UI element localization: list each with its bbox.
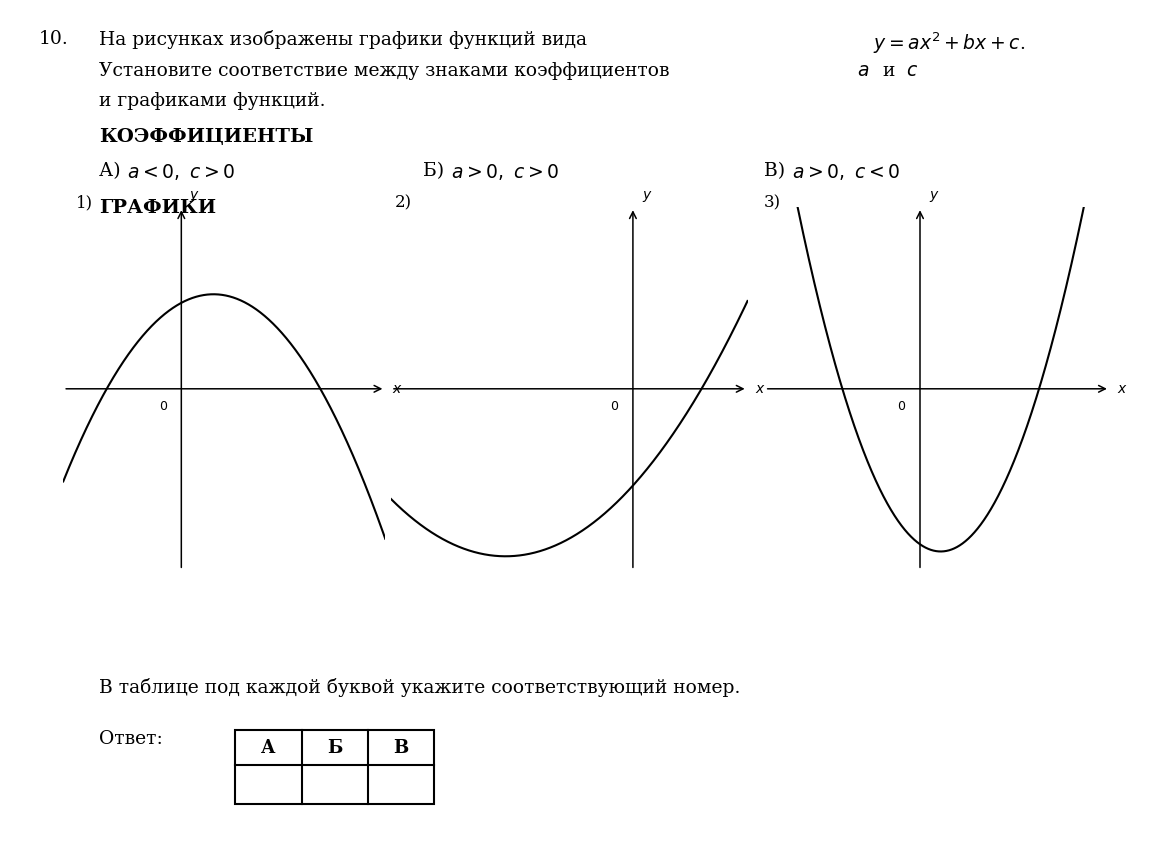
Text: А): А): [99, 162, 126, 181]
Text: $y=ax^2+bx+c$.: $y=ax^2+bx+c$.: [873, 30, 1025, 56]
Text: $a<0,\ c>0$: $a<0,\ c>0$: [128, 162, 236, 182]
Text: В): В): [764, 162, 791, 181]
Text: В: В: [393, 739, 408, 757]
Text: $0$: $0$: [610, 400, 619, 413]
Text: А: А: [261, 739, 276, 757]
Text: и графиками функций.: и графиками функций.: [99, 92, 325, 111]
Text: КОЭФФИЦИЕНТЫ: КОЭФФИЦИЕНТЫ: [99, 128, 314, 146]
Text: 2): 2): [394, 194, 412, 212]
Text: $a>0,\ c>0$: $a>0,\ c>0$: [451, 162, 559, 182]
Text: $y$: $y$: [190, 188, 200, 204]
Text: $c$: $c$: [906, 62, 918, 80]
Text: 3): 3): [764, 194, 781, 212]
Text: В таблице под каждой буквой укажите соответствующий номер.: В таблице под каждой буквой укажите соот…: [99, 678, 741, 697]
Text: $0$: $0$: [160, 400, 168, 413]
Text: Установите соответствие между знаками коэффициентов: Установите соответствие между знаками ко…: [99, 62, 675, 80]
Text: 10.: 10.: [39, 30, 69, 48]
Text: Б: Б: [327, 739, 343, 757]
Text: и: и: [877, 62, 902, 80]
Text: $a$: $a$: [857, 62, 869, 80]
Text: $0$: $0$: [897, 400, 906, 413]
Bar: [236, 730, 435, 804]
Text: $y$: $y$: [929, 188, 940, 204]
Text: $x$: $x$: [392, 382, 402, 396]
Text: Б): Б): [423, 162, 450, 181]
Text: $x$: $x$: [1117, 382, 1127, 396]
Text: На рисунках изображены графики функций вида: На рисунках изображены графики функций в…: [99, 30, 593, 49]
Text: $a>0,\ c<0$: $a>0,\ c<0$: [792, 162, 900, 182]
Text: Ответ:: Ответ:: [99, 730, 163, 748]
Text: $y$: $y$: [642, 188, 652, 204]
Text: 1): 1): [76, 194, 93, 212]
Text: $x$: $x$: [754, 382, 765, 396]
Text: ГРАФИКИ: ГРАФИКИ: [99, 199, 216, 217]
